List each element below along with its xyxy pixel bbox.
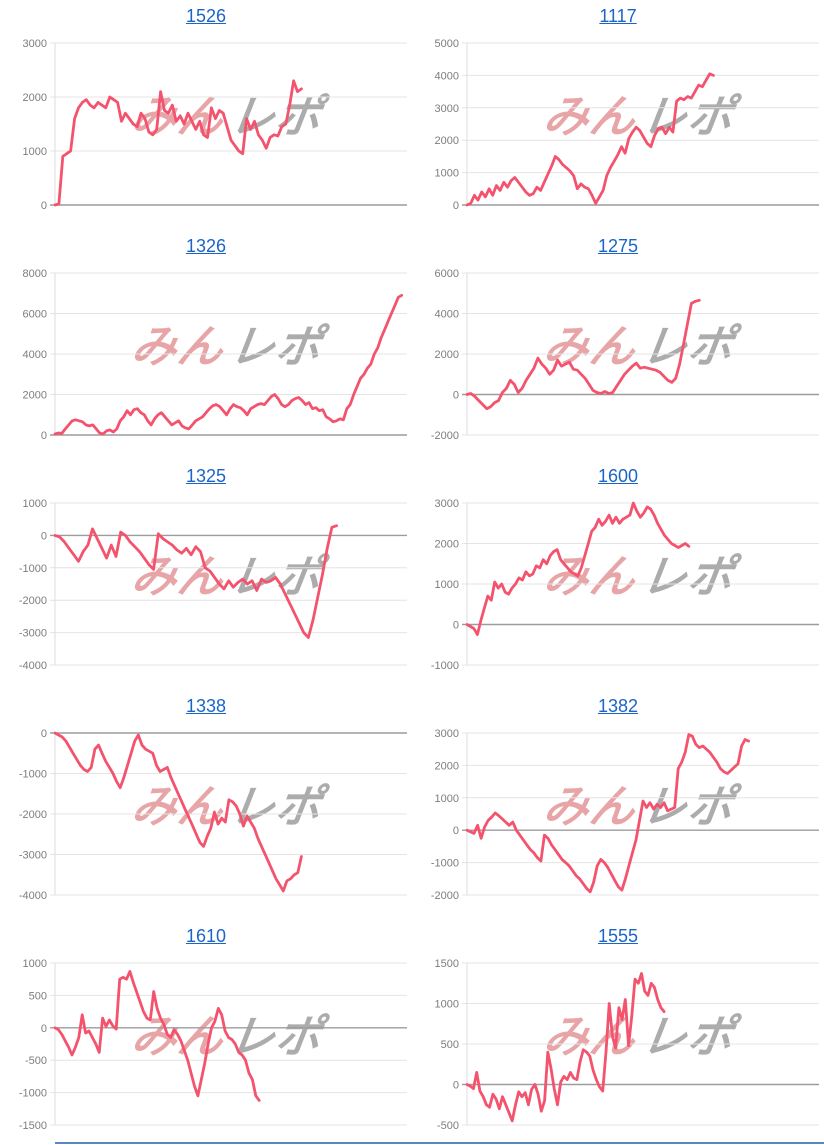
svg-text:-3000: -3000: [19, 628, 47, 640]
chart-title: 1326: [0, 236, 412, 257]
svg-text:1000: 1000: [435, 999, 459, 1011]
svg-text:0: 0: [41, 430, 47, 442]
chart-title-link[interactable]: 1526: [185, 6, 227, 26]
svg-text:500: 500: [29, 990, 47, 1002]
chart-cell: 1338 みんレポ -4000 -3000 -2000 -1000 0: [0, 690, 412, 920]
svg-text:-1500: -1500: [19, 1120, 47, 1132]
svg-text:3000: 3000: [435, 103, 459, 115]
svg-text:0: 0: [453, 200, 459, 212]
svg-text:-3000: -3000: [19, 850, 47, 862]
line-chart-plot: -2000 -1000 0 1000 2000 3000: [431, 728, 819, 902]
svg-text:1000: 1000: [23, 958, 47, 970]
chart-cell: 1325 みんレポ -4000 -3000 -2000 -1000 0 1000: [0, 460, 412, 690]
chart-cell: 1382 みんレポ -2000 -1000 0 1000 2000 3000: [412, 690, 824, 920]
chart-title: 1526: [0, 6, 412, 27]
chart-title: 1610: [0, 926, 412, 947]
svg-text:6000: 6000: [23, 309, 47, 321]
chart-cell: 1117 みんレポ 0 1000 2000 3000 4000 5000: [412, 0, 824, 230]
chart-title: 1555: [412, 926, 824, 947]
chart-title-link[interactable]: 1117: [599, 6, 637, 26]
svg-text:-2000: -2000: [431, 430, 459, 442]
chart-title-link[interactable]: 1610: [185, 926, 227, 946]
svg-text:0: 0: [41, 1023, 47, 1035]
svg-text:0: 0: [41, 530, 47, 542]
line-chart-plot: 0 2000 4000 6000 8000: [23, 268, 407, 442]
line-chart-plot: -1000 0 1000 2000 3000: [431, 498, 819, 672]
svg-text:-500: -500: [437, 1120, 459, 1132]
chart-title: 1382: [412, 696, 824, 717]
svg-text:-1000: -1000: [431, 858, 459, 870]
svg-text:1000: 1000: [435, 793, 459, 805]
chart-title-link[interactable]: 1338: [185, 696, 227, 716]
svg-text:4000: 4000: [435, 70, 459, 82]
svg-text:2000: 2000: [435, 760, 459, 772]
chart-cell: 1275 みんレポ -2000 0 2000 4000 6000: [412, 230, 824, 460]
svg-text:6000: 6000: [435, 268, 459, 280]
svg-text:-1000: -1000: [19, 563, 47, 575]
svg-text:-2000: -2000: [19, 595, 47, 607]
line-chart-plot: 0 1000 2000 3000: [23, 38, 407, 212]
chart-cell: 1526 みんレポ 0 1000 2000 3000: [0, 0, 412, 230]
line-chart-plot: -500 0 500 1000 1500: [435, 958, 819, 1132]
svg-text:1000: 1000: [23, 146, 47, 158]
chart-cell: 1326 みんレポ 0 2000 4000 6000 8000: [0, 230, 412, 460]
svg-text:0: 0: [453, 620, 459, 632]
chart-cell: 1555 みんレポ -500 0 500 1000 1500: [412, 920, 824, 1145]
chart-title: 1600: [412, 466, 824, 487]
svg-text:-1000: -1000: [19, 769, 47, 781]
svg-text:-2000: -2000: [431, 890, 459, 902]
svg-text:0: 0: [453, 1080, 459, 1092]
svg-text:4000: 4000: [435, 309, 459, 321]
svg-text:500: 500: [441, 1039, 459, 1051]
svg-text:1000: 1000: [23, 498, 47, 510]
bottom-rule: [55, 1142, 824, 1144]
svg-text:2000: 2000: [435, 349, 459, 361]
svg-text:2000: 2000: [435, 135, 459, 147]
svg-text:-500: -500: [25, 1055, 47, 1067]
svg-text:8000: 8000: [23, 268, 47, 280]
svg-text:1000: 1000: [435, 168, 459, 180]
chart-title: 1325: [0, 466, 412, 487]
svg-text:5000: 5000: [435, 38, 459, 50]
chart-title-link[interactable]: 1382: [597, 696, 639, 716]
svg-text:1000: 1000: [435, 579, 459, 591]
line-chart-plot: -4000 -3000 -2000 -1000 0 1000: [19, 498, 407, 672]
chart-cell: 1610 みんレポ -1500 -1000 -500 0 500 1000: [0, 920, 412, 1145]
chart-title-link[interactable]: 1555: [597, 926, 639, 946]
chart-title-link[interactable]: 1275: [597, 236, 639, 256]
svg-text:1500: 1500: [435, 958, 459, 970]
svg-text:3000: 3000: [435, 728, 459, 740]
svg-text:-4000: -4000: [19, 660, 47, 672]
line-chart-plot: -2000 0 2000 4000 6000: [431, 268, 819, 442]
chart-title: 1338: [0, 696, 412, 717]
svg-text:-1000: -1000: [19, 1088, 47, 1100]
svg-text:3000: 3000: [23, 38, 47, 50]
chart-title-link[interactable]: 1326: [185, 236, 227, 256]
svg-text:0: 0: [41, 200, 47, 212]
svg-text:-1000: -1000: [431, 660, 459, 672]
line-chart-plot: -4000 -3000 -2000 -1000 0: [19, 728, 407, 902]
svg-text:0: 0: [453, 825, 459, 837]
chart-title: 1117: [412, 6, 824, 27]
svg-text:2000: 2000: [23, 390, 47, 402]
svg-text:-4000: -4000: [19, 890, 47, 902]
chart-cell: 1600 みんレポ -1000 0 1000 2000 3000: [412, 460, 824, 690]
svg-text:0: 0: [453, 390, 459, 402]
chart-title-link[interactable]: 1600: [597, 466, 639, 486]
line-chart-plot: -1500 -1000 -500 0 500 1000: [19, 958, 407, 1132]
chart-title: 1275: [412, 236, 824, 257]
svg-text:3000: 3000: [435, 498, 459, 510]
svg-text:-2000: -2000: [19, 809, 47, 821]
svg-text:2000: 2000: [23, 92, 47, 104]
chart-title-link[interactable]: 1325: [185, 466, 227, 486]
svg-text:0: 0: [41, 728, 47, 740]
svg-text:4000: 4000: [23, 349, 47, 361]
line-chart-plot: 0 1000 2000 3000 4000 5000: [435, 38, 819, 212]
svg-text:2000: 2000: [435, 539, 459, 551]
